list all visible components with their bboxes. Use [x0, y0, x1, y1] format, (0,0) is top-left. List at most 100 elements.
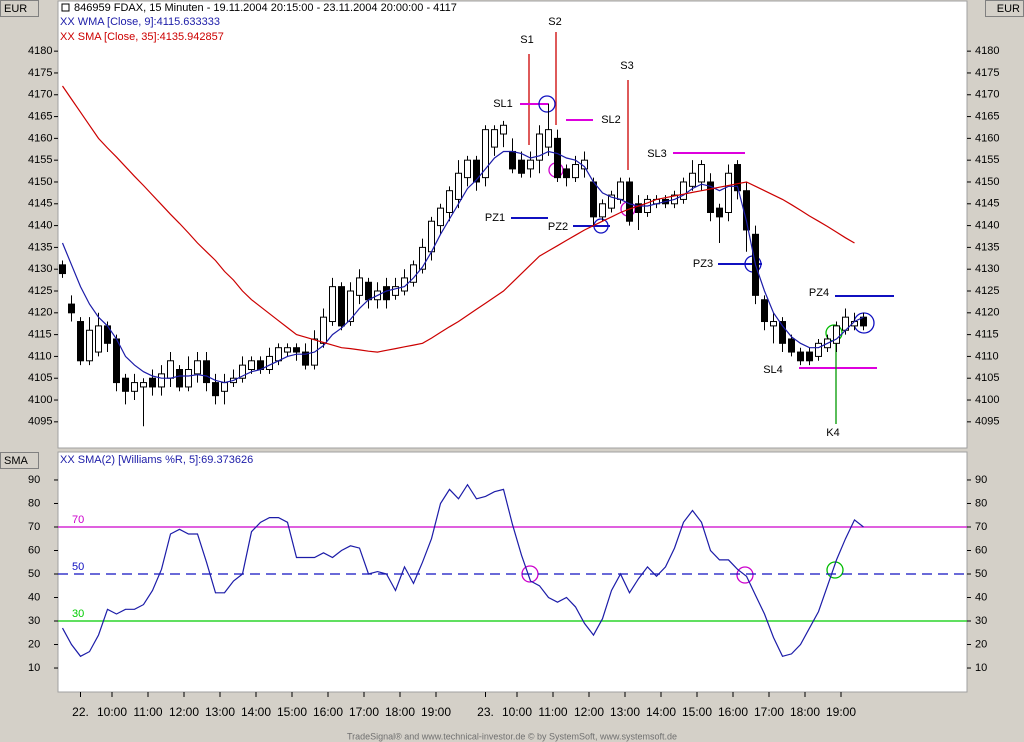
candle-body	[536, 133, 543, 161]
candle-body	[59, 264, 66, 275]
annotation-label: K4	[826, 427, 839, 439]
series-line	[61, 483, 864, 658]
x-tick-label: 11:00	[538, 705, 567, 719]
level-label: 70	[72, 514, 84, 526]
candle-body	[149, 377, 156, 388]
candle-body	[545, 129, 552, 148]
candle-body	[473, 159, 480, 183]
legend-entry: XX SMA(2) [Williams %R, 5]:69.373626	[60, 454, 253, 466]
y-tick-label: 90	[975, 474, 987, 486]
candle-body	[491, 129, 498, 148]
candle-body	[248, 360, 255, 371]
y-tick-label: 4180	[975, 45, 999, 57]
y-tick-label: 4125	[975, 285, 999, 297]
y-tick-label: 4105	[975, 372, 999, 384]
marker-circle	[736, 566, 754, 584]
candle-body	[212, 382, 219, 397]
x-tick-label: 19:00	[421, 705, 451, 719]
y-tick-label: 50	[975, 568, 987, 580]
candle-body	[194, 360, 201, 375]
x-tick-label: 13:00	[610, 705, 640, 719]
y-tick-label: 30	[975, 615, 987, 627]
candle-body	[509, 150, 516, 170]
legend-entry: XX WMA [Close, 9]:4115.633333	[60, 16, 220, 28]
candle-body	[239, 364, 246, 379]
candle-body	[437, 207, 444, 227]
candle-body	[86, 329, 93, 362]
y-tick-label: 30	[28, 615, 40, 627]
y-tick-label: 4175	[975, 67, 999, 79]
candle-body	[770, 321, 777, 327]
candle-body	[527, 159, 534, 170]
y-tick-label: 4120	[975, 307, 999, 319]
candle-body	[815, 342, 822, 357]
y-tick-label: 70	[975, 521, 987, 533]
x-tick-label: 14:00	[646, 705, 676, 719]
series-line	[62, 85, 855, 353]
x-tick-label: 18:00	[385, 705, 415, 719]
y-tick-label: 4170	[975, 89, 999, 101]
y-tick-label: 50	[28, 568, 40, 580]
candle-body	[131, 382, 138, 392]
annotation-label: PZ1	[485, 212, 505, 224]
candle-body	[716, 207, 723, 218]
candle-body	[518, 159, 525, 174]
annotation-label: PZ4	[809, 287, 829, 299]
x-tick-label: 17:00	[754, 705, 784, 719]
y-tick-label: 4155	[975, 154, 999, 166]
candle-body	[500, 124, 507, 135]
y-tick-label: 40	[975, 591, 987, 603]
y-tick-label: 4140	[28, 219, 52, 231]
candle-body	[626, 181, 633, 222]
y-tick-label: 4115	[975, 329, 999, 341]
candle-body	[698, 164, 705, 183]
annotation-label: SL4	[763, 364, 783, 376]
candle-body	[707, 181, 714, 214]
y-tick-label: 80	[28, 497, 40, 509]
candle-body	[680, 181, 687, 200]
candle-body	[554, 137, 561, 179]
y-tick-label: 60	[975, 544, 987, 556]
candle-body	[293, 347, 300, 353]
candle-body	[860, 316, 867, 327]
candle-body	[788, 338, 795, 353]
y-tick-label: 4135	[975, 241, 999, 253]
x-tick-label: 15:00	[682, 705, 712, 719]
price-plot	[57, 0, 968, 449]
candle-body	[833, 325, 840, 344]
candle-body	[203, 360, 210, 384]
candle-body	[797, 351, 804, 362]
candle-body	[689, 172, 696, 187]
candle-body	[302, 351, 309, 366]
candle-body	[419, 246, 426, 270]
y-tick-label: 4170	[28, 89, 52, 101]
candle-body	[482, 129, 489, 179]
candle-body	[320, 316, 327, 344]
x-tick-label: 13:00	[205, 705, 235, 719]
y-tick-label: 60	[28, 544, 40, 556]
candle-body	[365, 281, 372, 301]
candle-body	[734, 164, 741, 192]
y-tick-label: 4100	[28, 394, 52, 406]
y-tick-label: 4125	[28, 285, 52, 297]
candle-body	[68, 303, 75, 314]
y-tick-label: 4145	[975, 198, 999, 210]
x-tick-label: 19:00	[826, 705, 856, 719]
y-tick-label: 40	[28, 591, 40, 603]
y-tick-label: 20	[28, 638, 40, 650]
axis-unit-box	[0, 452, 39, 469]
candle-body	[329, 286, 336, 323]
marker-circle	[538, 95, 556, 113]
candle-body	[761, 299, 768, 323]
annotation-label: SL1	[493, 98, 513, 110]
y-tick-label: 4150	[28, 176, 52, 188]
x-tick-label: 16:00	[718, 705, 748, 719]
candle-body	[806, 351, 813, 362]
y-tick-label: 4110	[975, 350, 999, 362]
annotation-label: PZ2	[548, 221, 568, 233]
candle-body	[590, 181, 597, 218]
x-tick-label: 23.	[477, 705, 494, 719]
axis-unit-box	[0, 0, 39, 17]
candle-body	[455, 172, 462, 200]
y-axis-label: SMA	[4, 455, 29, 467]
